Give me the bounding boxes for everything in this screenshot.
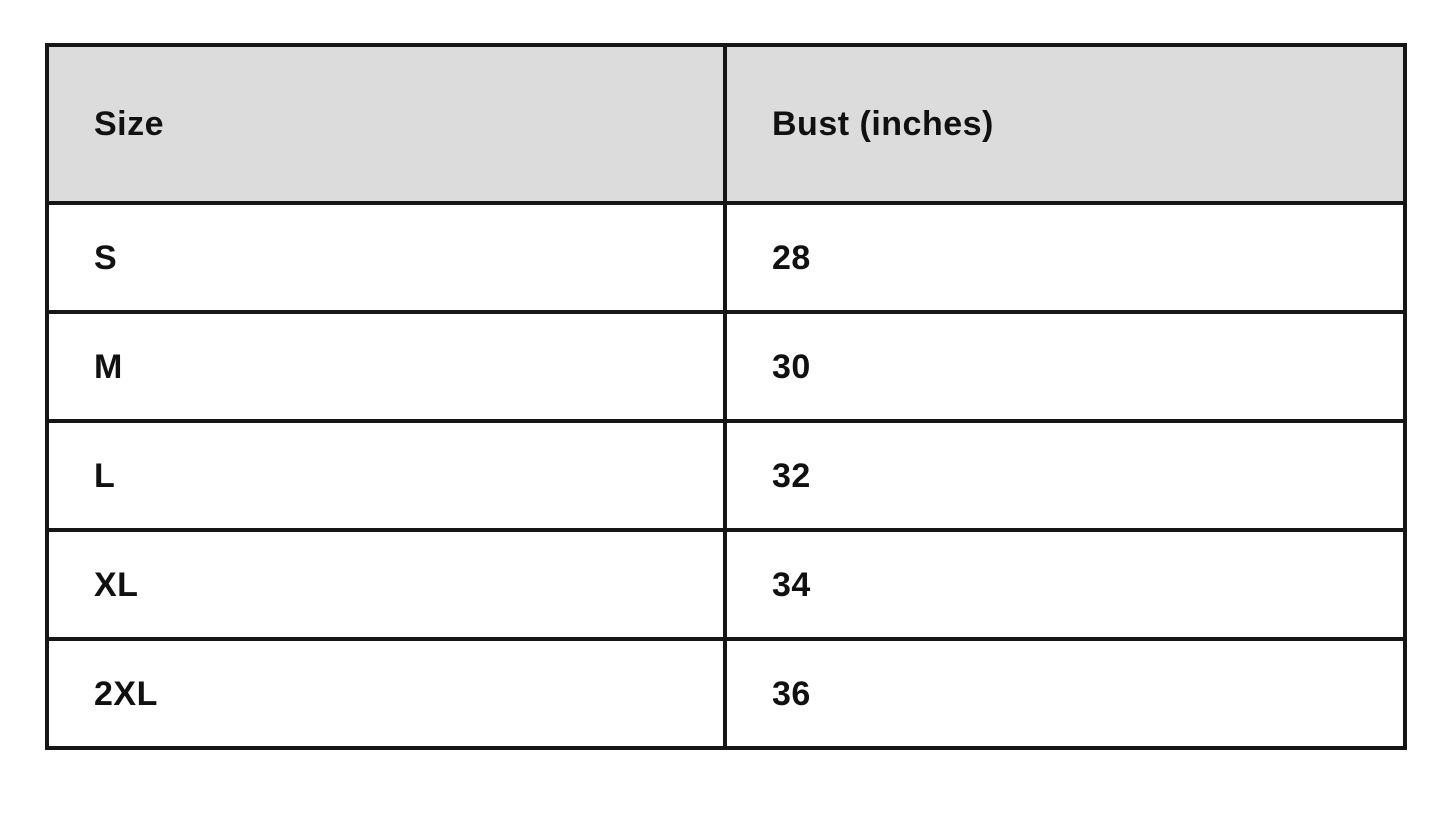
bust-cell: 30 — [723, 310, 1407, 423]
table-row: L 32 — [45, 419, 1407, 532]
table-row: 2XL 36 — [45, 637, 1407, 750]
table-row: XL 34 — [45, 528, 1407, 641]
table-row: S 28 — [45, 201, 1407, 314]
bust-cell: 32 — [723, 419, 1407, 532]
size-cell: XL — [45, 528, 727, 641]
table-header-row: Size Bust (inches) — [45, 43, 1407, 205]
column-header-bust: Bust (inches) — [723, 43, 1407, 205]
column-header-size: Size — [45, 43, 727, 205]
bust-cell: 28 — [723, 201, 1407, 314]
size-cell: L — [45, 419, 727, 532]
size-cell: S — [45, 201, 727, 314]
size-chart-table: Size Bust (inches) S 28 M 30 L 32 XL 34 — [45, 43, 1407, 750]
size-cell: M — [45, 310, 727, 423]
size-cell: 2XL — [45, 637, 727, 750]
table-row: M 30 — [45, 310, 1407, 423]
bust-cell: 34 — [723, 528, 1407, 641]
bust-cell: 36 — [723, 637, 1407, 750]
